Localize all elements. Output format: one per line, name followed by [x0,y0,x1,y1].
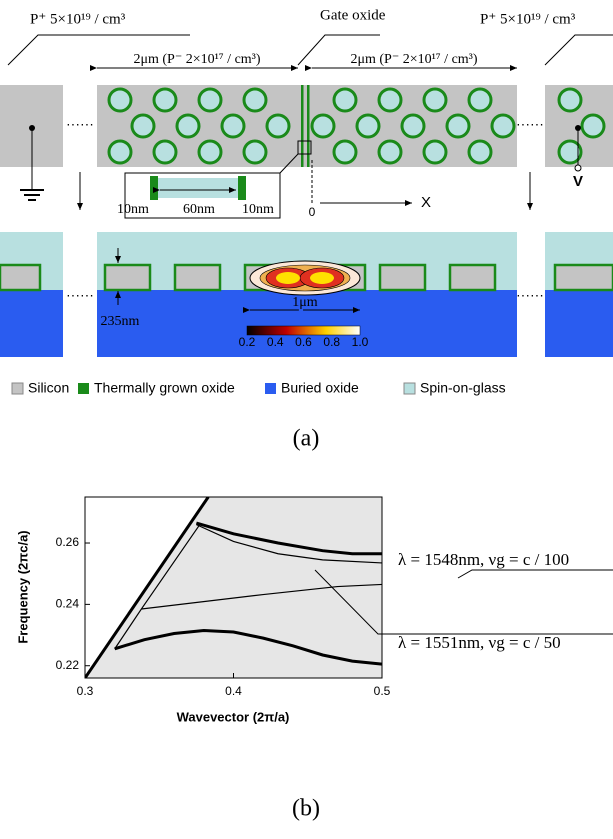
mode-width-label: 1μm [292,295,318,310]
hole [109,89,131,111]
labels-top [8,35,613,68]
x-tick-label: 0.5 [374,684,391,698]
voltage-label: V [573,173,583,190]
width-label: 2μm (P⁻ 2×10¹⁷ / cm³) [133,52,260,67]
hole [132,115,154,137]
caption: (a) [293,426,320,452]
y-tick-label: 0.22 [56,658,80,672]
doping-label: P⁺ 5×10¹⁹ / cm³ [480,11,576,27]
silicon-block [0,265,40,290]
chart: 0.22 0.24 0.26 0.3 0.4 0.5 [56,497,391,698]
hole [267,115,289,137]
legend-label: Silicon [28,380,69,396]
hole [222,115,244,137]
hole [334,89,356,111]
y-tick-label: 0.24 [56,597,80,611]
silicon-block [450,265,495,290]
x-axis-label: Wavevector (2π/a) [177,709,290,724]
inset-label: 10nm [242,202,274,217]
caption: (b) [292,796,320,822]
silicon-block [555,265,613,290]
silicon-block [105,265,150,290]
svg-text:······: ······ [66,116,94,132]
hole [109,141,131,163]
hole [154,89,176,111]
hole [379,89,401,111]
legend-label: Buried oxide [281,380,359,396]
hole [357,115,379,137]
hole [312,115,334,137]
hole [244,141,266,163]
svg-text:······: ······ [516,287,544,303]
thickness-label: 235nm [101,314,140,329]
axis-label: X [421,194,431,211]
top-view: ······ ······ [0,80,613,218]
svg-text:······: ······ [66,287,94,303]
hole [402,115,424,137]
colorbar-tick: 0.4 [267,335,284,349]
hole [199,89,221,111]
colorbar-tick: 0.2 [239,335,256,349]
hole [447,115,469,137]
annotation: λ = 1551nm, νg = c / 50 [398,633,561,652]
origin-label: 0 [309,205,316,219]
hole [334,141,356,163]
colorbar-tick: 0.8 [323,335,340,349]
hole [154,141,176,163]
annotation: λ = 1548nm, νg = c / 100 [398,550,569,569]
silicon-block [175,265,220,290]
x-tick-label: 0.3 [77,684,94,698]
inset-label: 60nm [183,202,215,217]
hole [244,89,266,111]
y-tick-label: 0.26 [56,535,80,549]
silicon-block [380,265,425,290]
inset-label: 10nm [117,202,149,217]
colorbar-tick: 0.6 [295,335,312,349]
hole [582,115,604,137]
x-tick-label: 0.4 [225,684,242,698]
hole [177,115,199,137]
gate-label: Gate oxide [320,7,386,23]
figure: P⁺ 5×10¹⁹ / cm³ Gate oxide P⁺ 5×10¹⁹ / c… [0,0,613,839]
hole [559,89,581,111]
hole [424,141,446,163]
width-label: 2μm (P⁻ 2×10¹⁷ / cm³) [350,52,477,67]
hole [469,89,491,111]
hole [469,141,491,163]
doping-label: P⁺ 5×10¹⁹ / cm³ [30,11,126,27]
colorbar-tick: 1.0 [352,335,369,349]
legend-label: Thermally grown oxide [94,380,235,396]
y-axis-label: Frequency (2πc/a) [15,530,30,643]
hole [199,141,221,163]
hole [424,89,446,111]
svg-text:······: ······ [516,116,544,132]
hole [379,141,401,163]
hole [492,115,514,137]
legend-label: Spin-on-glass [420,380,506,396]
